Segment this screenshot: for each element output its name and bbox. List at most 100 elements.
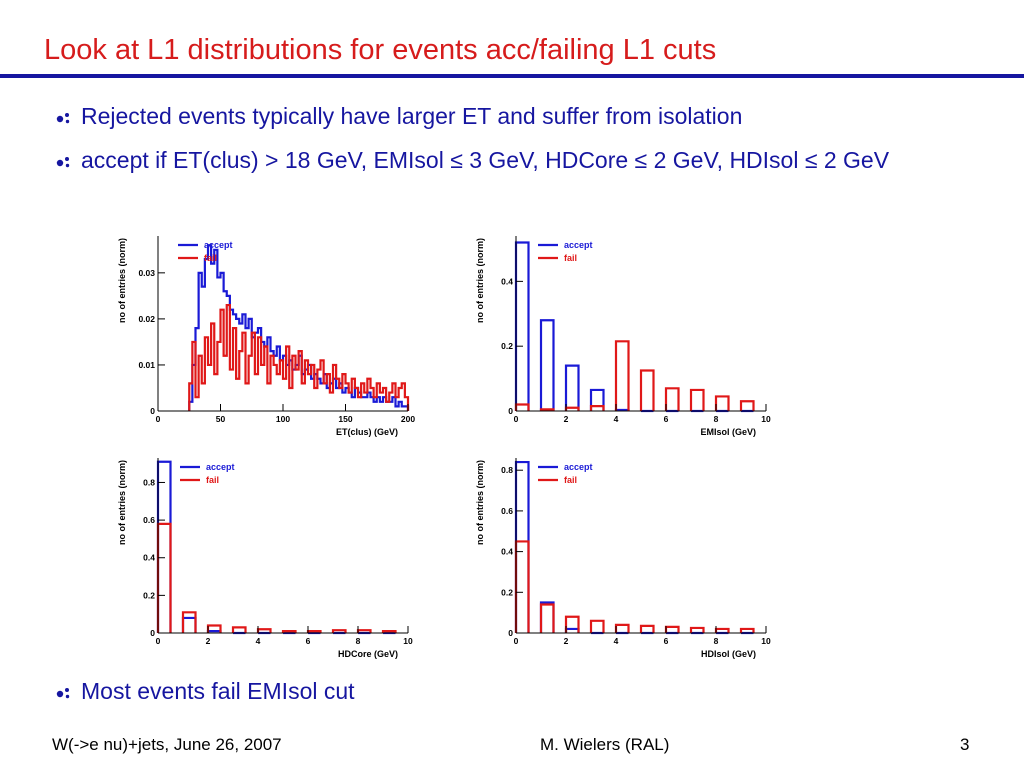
y-axis-label: no of entries (norm) bbox=[475, 460, 485, 545]
bullet-item: accept if ET(clus) > 18 GeV, EMIsol ≤ 3 … bbox=[56, 145, 986, 175]
x-tick-label: 6 bbox=[664, 636, 669, 646]
hist-bar-fail bbox=[689, 626, 705, 633]
y-tick-label: 0.4 bbox=[143, 553, 155, 563]
y-axis-label: no of entries (norm) bbox=[475, 238, 485, 323]
hist-bar-accept bbox=[564, 364, 580, 411]
x-tick-label: 2 bbox=[206, 636, 211, 646]
y-tick-label: 0.6 bbox=[501, 506, 513, 516]
x-tick-label: 4 bbox=[614, 414, 619, 424]
legend-label-fail: fail bbox=[204, 253, 217, 263]
slide-title: Look at L1 distributions for events acc/… bbox=[44, 34, 717, 66]
x-axis-label: ET(clus) (GeV) bbox=[336, 427, 398, 437]
y-tick-label: 0 bbox=[508, 406, 513, 416]
legend-label-accept: accept bbox=[206, 462, 235, 472]
legend-label-fail: fail bbox=[564, 253, 577, 263]
hist-bar-fail bbox=[689, 388, 705, 411]
bullet-icon bbox=[56, 113, 70, 124]
x-tick-label: 0 bbox=[514, 636, 519, 646]
y-tick-label: 0.2 bbox=[501, 587, 513, 597]
bullet-icon bbox=[56, 157, 70, 168]
y-tick-label: 0.8 bbox=[501, 465, 513, 475]
hist-bar-fail bbox=[381, 630, 397, 633]
hist-bar-fail bbox=[639, 624, 655, 633]
x-tick-label: 0 bbox=[156, 414, 161, 424]
x-tick-label: 6 bbox=[306, 636, 311, 646]
bullet-icon bbox=[56, 688, 70, 699]
hist-bar-accept bbox=[156, 460, 172, 633]
legend-label-accept: accept bbox=[564, 240, 593, 250]
hist-line-fail bbox=[188, 303, 410, 411]
chart-hdisol-histogram: 0 0.2 0.4 0.6 0.8 0 2 4 6 8 10 HDIsol (GeV) no of en… bbox=[475, 458, 771, 659]
x-tick-label: 50 bbox=[216, 414, 226, 424]
hist-bar-fail bbox=[514, 403, 530, 411]
x-axis-label: EMIsol (GeV) bbox=[700, 427, 756, 437]
x-tick-label: 150 bbox=[338, 414, 352, 424]
y-tick-label: 0.03 bbox=[138, 268, 155, 278]
legend-label-accept: accept bbox=[564, 462, 593, 472]
x-tick-label: 200 bbox=[401, 414, 415, 424]
bullet-text: Rejected events typically have larger ET… bbox=[81, 103, 743, 129]
x-tick-label: 100 bbox=[276, 414, 290, 424]
hist-bar-fail bbox=[331, 629, 347, 633]
x-tick-label: 6 bbox=[664, 414, 669, 424]
y-tick-label: 0.2 bbox=[143, 590, 155, 600]
title-divider bbox=[0, 74, 1024, 78]
hist-bar-fail bbox=[539, 408, 555, 411]
hist-bar-fail bbox=[156, 522, 172, 633]
hist-bar-accept bbox=[539, 601, 555, 633]
x-tick-label: 8 bbox=[356, 636, 361, 646]
x-tick-label: 0 bbox=[514, 414, 519, 424]
bullet-item: Rejected events typically have larger ET… bbox=[56, 101, 986, 131]
hist-bar-fail bbox=[514, 540, 530, 633]
x-tick-label: 10 bbox=[403, 636, 413, 646]
hist-bar-accept bbox=[514, 460, 530, 633]
x-tick-label: 2 bbox=[564, 636, 569, 646]
x-tick-label: 0 bbox=[156, 636, 161, 646]
hist-bar-accept bbox=[514, 241, 530, 411]
y-tick-label: 0.02 bbox=[138, 314, 155, 324]
hist-line-accept bbox=[188, 244, 410, 411]
legend-label-fail: fail bbox=[564, 475, 577, 485]
hist-bar-fail bbox=[281, 630, 297, 633]
footer-author: M. Wielers (RAL) bbox=[540, 735, 670, 754]
hist-bar-fail bbox=[181, 611, 197, 633]
y-tick-label: 0.4 bbox=[501, 276, 513, 286]
y-tick-label: 0.8 bbox=[143, 477, 155, 487]
bullet-item: Most events fail EMIsol cut bbox=[56, 676, 986, 706]
footer-page-number: 3 bbox=[960, 735, 970, 754]
hist-bar-fail bbox=[564, 615, 580, 633]
x-tick-label: 10 bbox=[761, 636, 771, 646]
hist-bar-fail bbox=[614, 340, 630, 411]
y-tick-label: 0.4 bbox=[501, 547, 513, 557]
footer-date: W(->e nu)+jets, June 26, 2007 bbox=[52, 735, 282, 754]
y-tick-label: 0 bbox=[508, 628, 513, 638]
y-tick-label: 0.2 bbox=[501, 341, 513, 351]
hist-bar-fail bbox=[539, 603, 555, 633]
x-axis-label: HDIsol (GeV) bbox=[701, 649, 756, 659]
legend-label-fail: fail bbox=[206, 475, 219, 485]
hist-bar-accept bbox=[181, 616, 197, 633]
y-axis-label: no of entries (norm) bbox=[117, 460, 127, 545]
x-tick-label: 4 bbox=[614, 636, 619, 646]
x-tick-label: 2 bbox=[564, 414, 569, 424]
hist-bar-fail bbox=[714, 395, 730, 411]
x-tick-label: 4 bbox=[256, 636, 261, 646]
x-tick-label: 8 bbox=[714, 414, 719, 424]
y-axis-label: no of entries (norm) bbox=[117, 238, 127, 323]
hist-bar-fail bbox=[614, 623, 630, 633]
hist-bar-fail bbox=[231, 626, 247, 633]
hist-bar-fail bbox=[739, 627, 755, 633]
hist-bar-accept bbox=[539, 319, 555, 411]
chart-hdcore-histogram: 0 0.2 0.4 0.6 0.8 0 2 4 6 8 10 HDCore (GeV) no of en… bbox=[117, 458, 413, 659]
hist-bar-fail bbox=[739, 400, 755, 411]
legend-label-accept: accept bbox=[204, 240, 233, 250]
bullet-text: accept if ET(clus) > 18 GeV, EMIsol ≤ 3 … bbox=[81, 147, 890, 173]
y-tick-label: 0.6 bbox=[143, 515, 155, 525]
hist-bar-accept bbox=[589, 388, 605, 411]
x-axis-label: HDCore (GeV) bbox=[338, 649, 398, 659]
x-tick-label: 8 bbox=[714, 636, 719, 646]
y-tick-label: 0 bbox=[150, 406, 155, 416]
bullet-text: Most events fail EMIsol cut bbox=[81, 678, 355, 704]
hist-bar-fail bbox=[664, 387, 680, 411]
